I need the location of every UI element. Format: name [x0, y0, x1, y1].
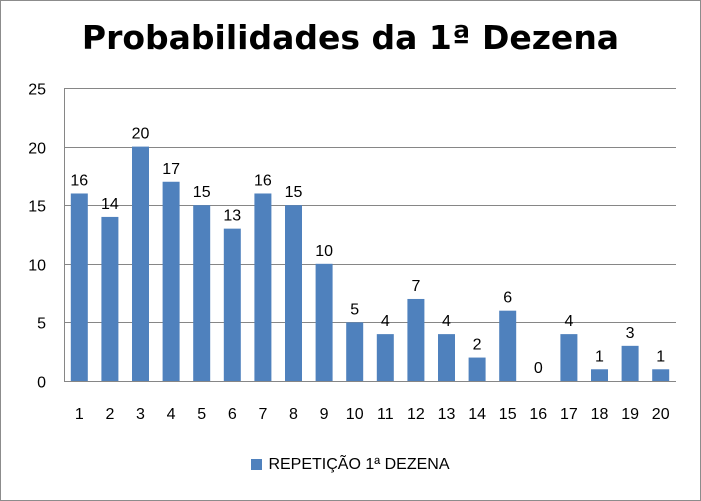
- data-label: 6: [503, 290, 512, 307]
- bar: [315, 263, 333, 381]
- data-label: 17: [162, 161, 180, 178]
- bar: [162, 181, 180, 381]
- data-label: 20: [132, 126, 150, 143]
- x-tick-label: 6: [228, 406, 237, 423]
- bar: [254, 193, 272, 381]
- bar: [223, 228, 241, 381]
- data-label: 7: [411, 278, 420, 295]
- data-label: 15: [285, 184, 303, 201]
- y-tick-label: 15: [28, 199, 46, 216]
- bar: [193, 205, 211, 381]
- x-tick-label: 10: [346, 406, 364, 423]
- bar: [132, 146, 149, 381]
- x-tick-label: 8: [289, 406, 298, 423]
- x-tick-label: 12: [407, 406, 425, 423]
- y-tick-label: 0: [37, 375, 46, 392]
- data-label: 10: [315, 243, 333, 260]
- x-tick-label: 14: [468, 406, 486, 423]
- legend: REPETIÇÃO 1ª DEZENA: [0, 456, 701, 474]
- bar: [376, 334, 394, 381]
- bar: [621, 345, 639, 381]
- x-tick-label: 9: [320, 406, 329, 423]
- x-tick-label: 5: [197, 406, 206, 423]
- data-label: 3: [626, 325, 635, 342]
- data-label: 5: [350, 301, 359, 318]
- x-tick-label: 15: [499, 406, 517, 423]
- x-tick-label: 19: [621, 406, 639, 423]
- data-label: 2: [473, 337, 482, 354]
- bar: [285, 205, 302, 381]
- x-tick-label: 16: [529, 406, 547, 423]
- y-tick-label: 10: [28, 258, 46, 275]
- x-tick-label: 3: [136, 406, 145, 423]
- x-tick-label: 7: [258, 406, 267, 423]
- x-tick-label: 17: [560, 406, 578, 423]
- data-label: 4: [381, 313, 390, 330]
- bar: [438, 334, 455, 381]
- axes: [64, 88, 676, 382]
- chart-title: Probabilidades da 1ª Dezena: [81, 18, 620, 57]
- bar: [101, 216, 119, 381]
- bars: [70, 146, 670, 381]
- y-tick-label: 25: [28, 82, 46, 99]
- bar: [407, 298, 425, 381]
- x-tick-label: 20: [652, 406, 670, 423]
- bar: [468, 357, 486, 381]
- bar: [560, 334, 578, 381]
- data-label: 1: [595, 348, 604, 365]
- bar: [591, 369, 608, 381]
- y-tick-label: 5: [37, 316, 46, 333]
- x-tick-label: 18: [591, 406, 609, 423]
- data-label: 16: [254, 172, 272, 189]
- data-label: 13: [223, 208, 241, 225]
- data-label: 4: [442, 313, 451, 330]
- data-label: 0: [534, 360, 543, 377]
- data-label: 15: [193, 184, 211, 201]
- data-label: 4: [564, 313, 573, 330]
- bar: [346, 322, 364, 381]
- y-tick-label: 20: [28, 141, 46, 158]
- bar: [652, 369, 670, 381]
- legend-swatch: [251, 459, 263, 470]
- x-tick-label: 4: [167, 406, 176, 423]
- x-tick-label: 1: [75, 406, 84, 423]
- data-label: 14: [101, 196, 119, 213]
- legend-label: REPETIÇÃO 1ª DEZENA: [268, 456, 450, 473]
- bar: [499, 310, 517, 381]
- data-label: 16: [70, 172, 88, 189]
- x-tick-label: 13: [438, 406, 456, 423]
- gridlines: [64, 88, 676, 323]
- data-label: 1: [656, 348, 665, 365]
- bar: [70, 193, 88, 381]
- x-tick-label: 11: [377, 406, 394, 423]
- x-tick-label: 2: [105, 406, 114, 423]
